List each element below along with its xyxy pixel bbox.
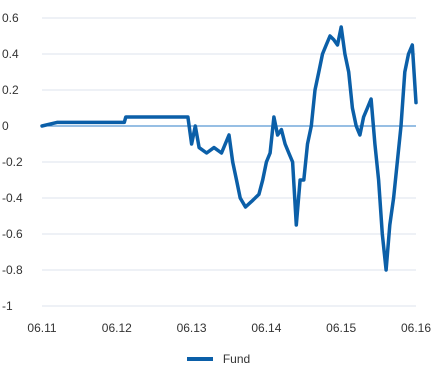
y-tick-label: 0.4: [2, 47, 19, 61]
y-tick-label: -0.2: [2, 155, 23, 169]
gridlines: [42, 17, 416, 307]
legend-swatch-fund: [186, 357, 213, 361]
y-tick-label: -0.6: [2, 227, 23, 241]
x-tick-label: 06.11: [27, 321, 56, 335]
x-tick-label: 06.16: [401, 321, 431, 335]
legend: Fund: [0, 352, 437, 366]
y-axis-tick-labels: 0.6 0.4 0.2 0 -0.2 -0.4 -0.6 -0.8 -1: [2, 11, 23, 313]
x-axis-tick-labels: 06.11 06.12 06.13 06.14 06.15 06.16: [27, 321, 431, 335]
y-tick-label: -0.8: [2, 263, 23, 277]
x-tick-label: 06.12: [102, 321, 132, 335]
series-line-fund: [40, 25, 418, 272]
y-tick-label: -0.4: [2, 191, 23, 205]
y-tick-label: 0.6: [2, 11, 19, 25]
y-tick-label: 0.2: [2, 83, 19, 97]
legend-label-fund: Fund: [222, 352, 251, 366]
series-group: [40, 25, 418, 272]
x-tick-label: 06.13: [177, 321, 207, 335]
x-tick-label: 06.15: [326, 321, 356, 335]
y-tick-label: -1: [2, 299, 13, 313]
y-tick-label: 0: [2, 119, 9, 133]
x-tick-label: 06.14: [251, 321, 281, 335]
